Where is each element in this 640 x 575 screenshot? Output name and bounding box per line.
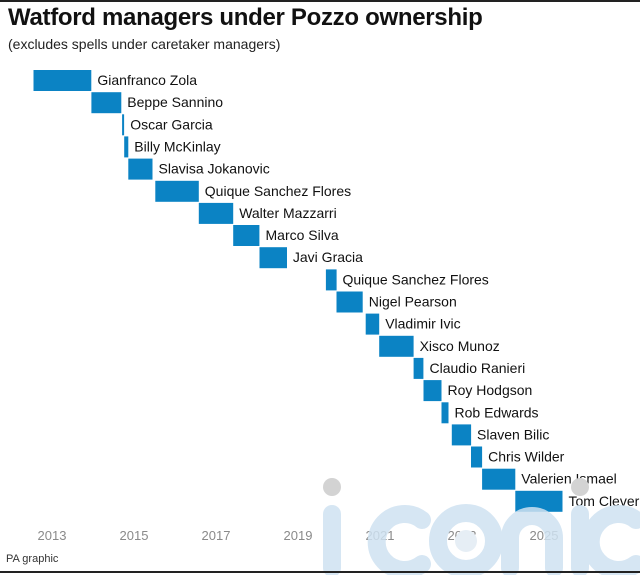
- bar-label-10: Nigel Pearson: [369, 294, 457, 310]
- bar-label-19: Tom Cleverley: [569, 493, 640, 509]
- bar-label-13: Claudio Ranieri: [430, 360, 526, 376]
- bar-0: [33, 70, 92, 91]
- bar-1: [91, 92, 122, 114]
- bar-label-17: Chris Wilder: [488, 449, 565, 465]
- labels-group: Gianfranco Zola Beppe Sannino Oscar Garcia…: [97, 72, 640, 509]
- x-tick-label-2: 2017: [202, 528, 231, 543]
- bar-3: [124, 136, 129, 158]
- bar-label-1: Beppe Sannino: [127, 94, 223, 110]
- bar-label-14: Roy Hodgson: [448, 382, 533, 398]
- x-tick-label-4: 2021: [366, 528, 395, 543]
- bar-label-4: Slavisa Jokanovic: [159, 161, 270, 177]
- x-tick-label-6: 2025: [530, 528, 559, 543]
- bar-label-12: Xisco Munoz: [420, 338, 500, 354]
- bar-10: [336, 291, 363, 313]
- chart-subtitle: (excludes spells under caretaker manager…: [8, 36, 281, 52]
- bar-2: [122, 114, 125, 136]
- bar-13: [413, 357, 424, 379]
- bar-label-2: Oscar Garcia: [130, 116, 213, 132]
- bar-label-3: Billy McKinlay: [134, 138, 220, 154]
- bar-label-8: Javi Gracia: [293, 249, 363, 265]
- x-tick-label-0: 2013: [38, 528, 67, 543]
- top-rule: [0, 0, 640, 2]
- bar-label-15: Rob Edwards: [455, 404, 539, 420]
- bar-label-9: Quique Sanchez Flores: [343, 271, 489, 287]
- x-tick-label-1: 2015: [120, 528, 149, 543]
- bar-17: [471, 446, 483, 468]
- bar-6: [198, 202, 234, 224]
- bar-label-5: Quique Sanchez Flores: [205, 183, 351, 199]
- bars-group: [33, 70, 563, 512]
- bar-7: [233, 225, 260, 246]
- bar-4: [128, 158, 153, 180]
- bar-8: [259, 247, 287, 269]
- bottom-rule: [0, 571, 640, 573]
- bar-12: [379, 335, 414, 357]
- x-tick-label-5: 2023: [448, 528, 477, 543]
- x-tick-label-3: 2019: [284, 528, 313, 543]
- bar-label-6: Walter Mazzarri: [239, 205, 337, 221]
- bar-label-18: Valerien Ismael: [521, 471, 616, 487]
- bar-label-0: Gianfranco Zola: [97, 72, 197, 88]
- bar-18: [482, 468, 516, 490]
- chart-title: Watford managers under Pozzo ownership: [8, 4, 483, 31]
- credit: PA graphic: [6, 553, 59, 565]
- bar-9: [325, 269, 337, 291]
- bar-16: [451, 424, 472, 446]
- bar-15: [441, 402, 449, 424]
- bar-label-7: Marco Silva: [266, 227, 339, 243]
- bar-5: [155, 180, 199, 202]
- bar-label-11: Vladimir Ivic: [385, 316, 460, 332]
- bar-11: [365, 313, 380, 335]
- bar-label-16: Slaven Bilic: [477, 426, 549, 442]
- bar-19: [515, 490, 563, 512]
- bar-14: [423, 380, 442, 402]
- x-axis-ticks: 2013 2015 2017 2019 2021 2023 2025: [38, 528, 559, 543]
